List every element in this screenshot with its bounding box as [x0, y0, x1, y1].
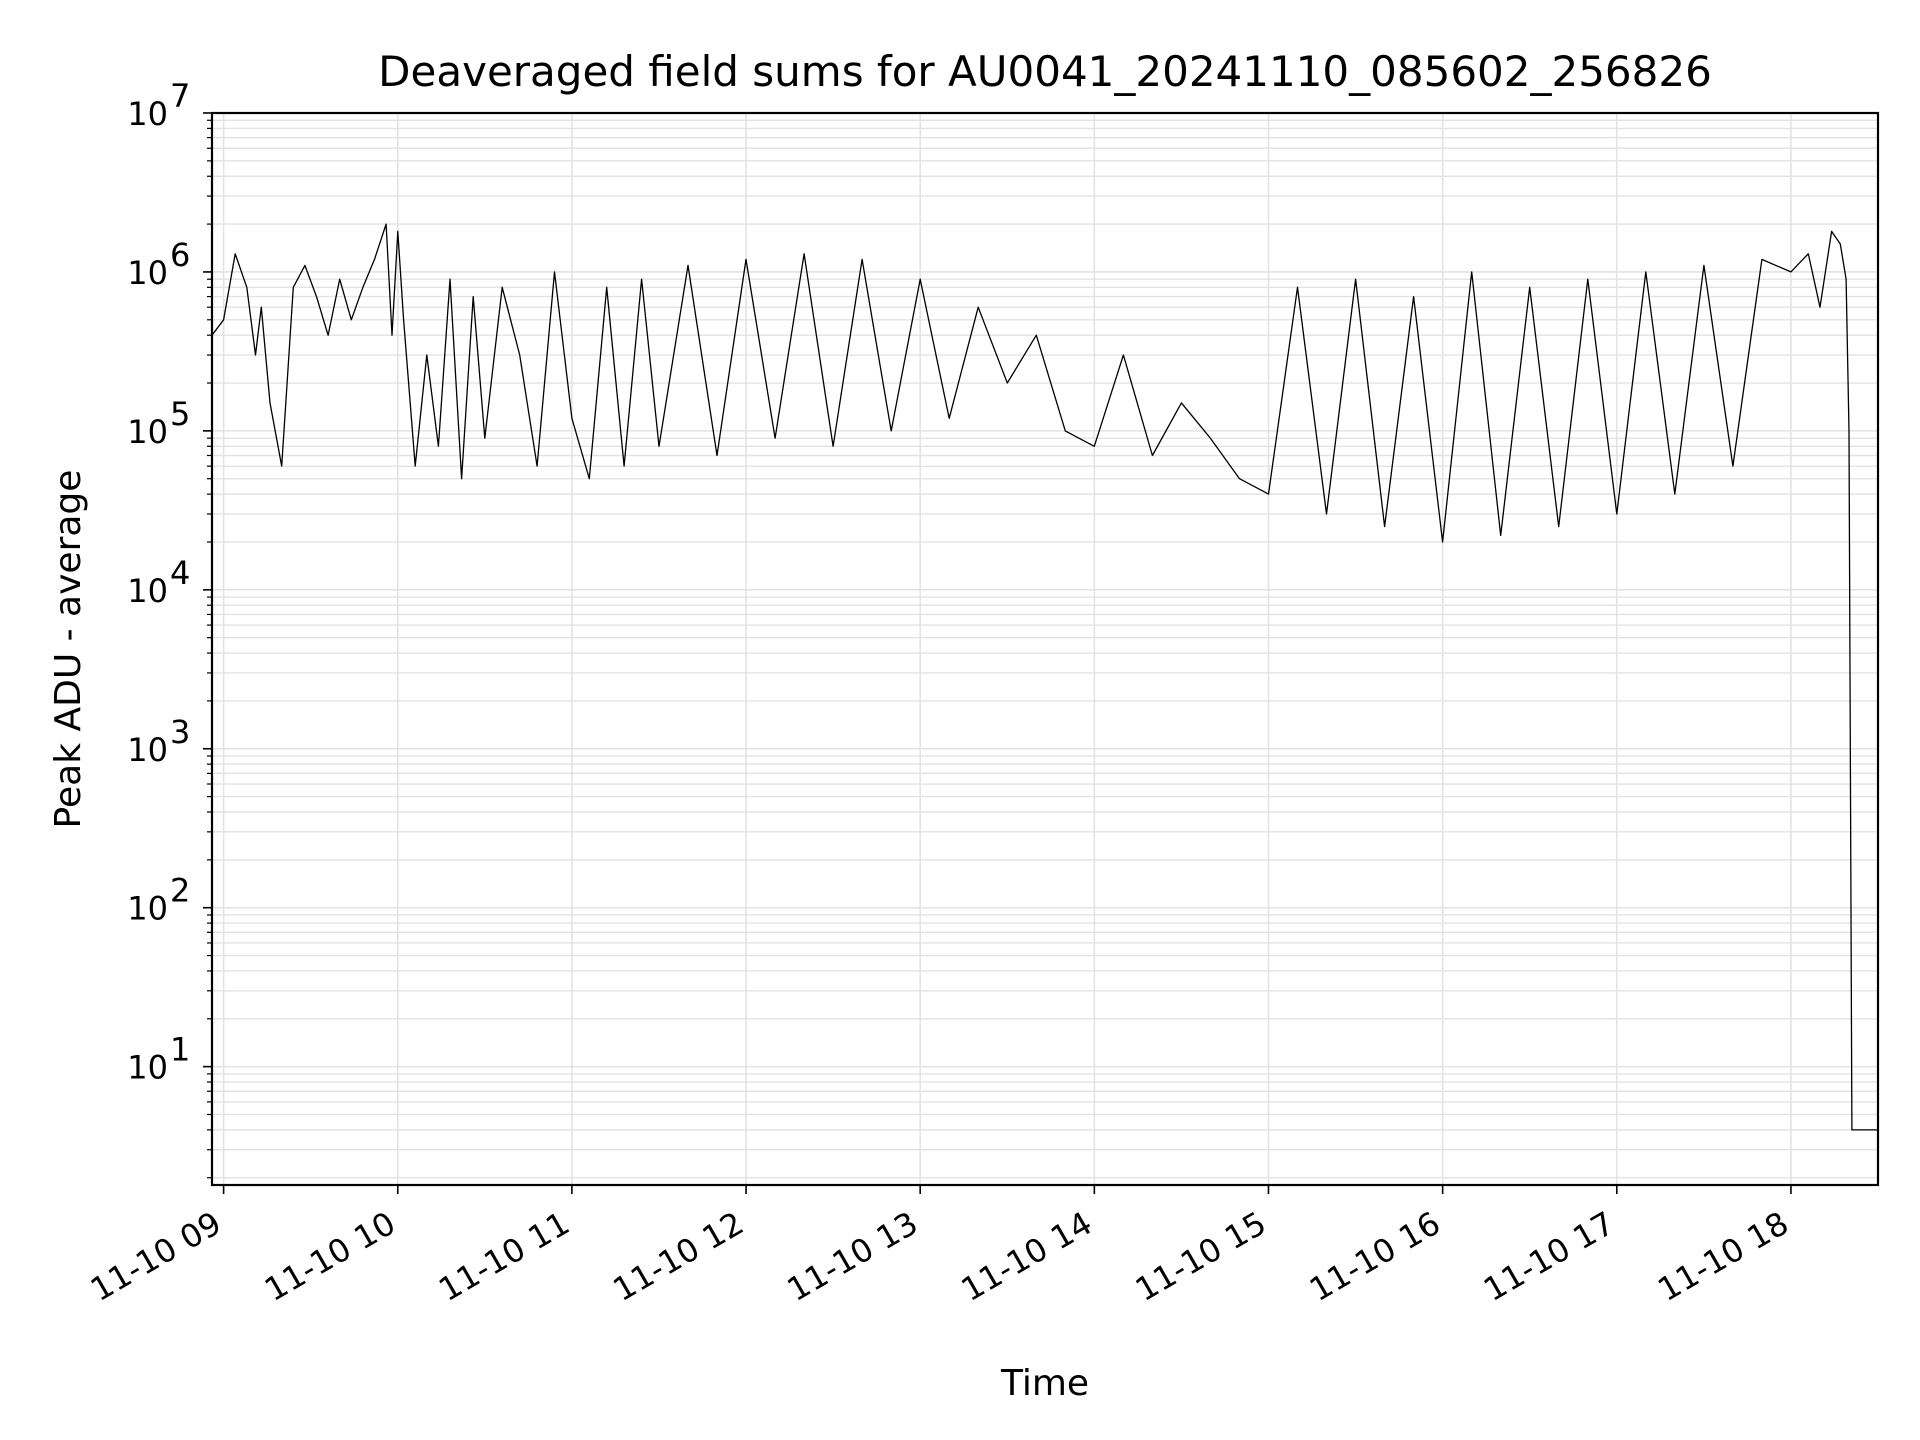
data-line	[211, 223, 1878, 1131]
y-tick-exponent: 5	[170, 395, 190, 433]
y-tick-label: 10 1	[127, 1031, 190, 1087]
y-axis-label: Peak ADU - average	[48, 470, 89, 829]
y-tick-exponent: 4	[170, 554, 190, 592]
y-tick-exponent: 7	[170, 77, 190, 115]
y-tick-label: 10 2	[127, 872, 190, 928]
y-tick-base: 10	[127, 731, 168, 769]
x-axis-label: Time	[1000, 1363, 1089, 1404]
y-tick-label: 10 3	[127, 713, 190, 769]
y-tick-label: 10 5	[127, 395, 190, 451]
grid	[212, 112, 1878, 1185]
y-tick-label: 10 6	[127, 236, 190, 292]
y-tick-base: 10	[127, 572, 168, 610]
chart-title: Deaveraged field sums for AU0041_2024111…	[378, 47, 1712, 96]
y-tick-base: 10	[127, 1049, 168, 1087]
y-tick-label: 10 4	[127, 554, 190, 610]
y-tick-base: 10	[127, 890, 168, 928]
y-tick-exponent: 3	[170, 713, 190, 751]
y-tick-exponent: 2	[170, 872, 190, 910]
plot-frame	[210, 111, 1880, 1187]
y-tick-exponent: 6	[170, 236, 190, 274]
y-tick-label: 10 7	[127, 77, 190, 133]
y-tick-base: 10	[127, 95, 168, 133]
y-tick-base: 10	[127, 413, 168, 451]
y-tick-base: 10	[127, 254, 168, 292]
data-series	[211, 223, 1878, 1131]
y-tick-exponent: 1	[170, 1031, 190, 1069]
